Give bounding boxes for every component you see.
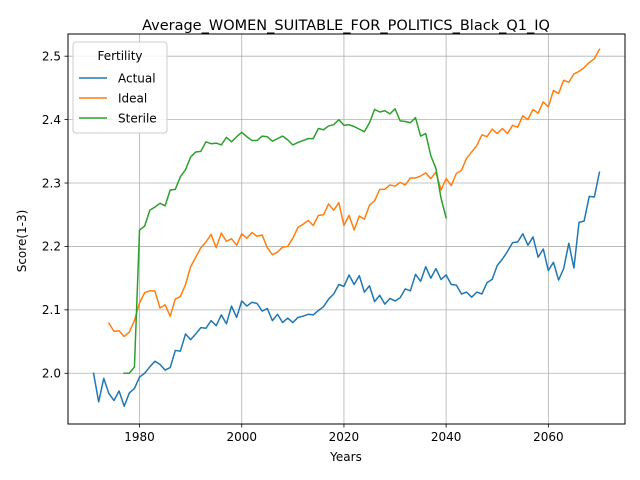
series-line-ideal — [107, 48, 601, 338]
x-tick-label: 2060 — [533, 430, 564, 444]
y-tick-label: 2.1 — [42, 303, 61, 317]
legend-label-actual: Actual — [118, 71, 156, 85]
legend-label-ideal: Ideal — [118, 91, 147, 105]
series-line-actual — [92, 171, 601, 407]
legend-title: Fertility — [97, 49, 142, 63]
plot-frame — [67, 33, 626, 425]
legend-items: Actual Ideal Sterile — [79, 71, 157, 125]
x-tick-label: 2020 — [329, 430, 360, 444]
chart-title: Average_WOMEN_SUITABLE_FOR_POLITICS_Blac… — [142, 18, 550, 34]
x-tick-label: 1980 — [124, 430, 155, 444]
y-axis-label: Score(1-3) — [15, 210, 29, 273]
y-axis: 2.0 2.1 2.2 2.3 2.4 2.5 — [42, 49, 68, 381]
series-line-sterile — [123, 108, 448, 375]
legend-box — [72, 41, 168, 134]
y-tick-label: 2.3 — [42, 176, 61, 190]
grid — [68, 34, 625, 424]
y-tick-label: 2.0 — [42, 367, 61, 381]
x-tick-label: 2000 — [226, 430, 257, 444]
y-tick-label: 2.5 — [42, 49, 61, 63]
legend-label-sterile: Sterile — [118, 111, 157, 125]
y-tick-label: 2.2 — [42, 240, 61, 254]
legend: Fertility Actual Ideal Sterile — [72, 41, 168, 134]
series-lines — [92, 48, 601, 407]
x-axis: 1980 2000 2020 2040 2060 — [124, 424, 564, 444]
x-tick-label: 2040 — [431, 430, 462, 444]
y-tick-label: 2.4 — [42, 113, 61, 127]
x-axis-label: Years — [329, 450, 362, 464]
